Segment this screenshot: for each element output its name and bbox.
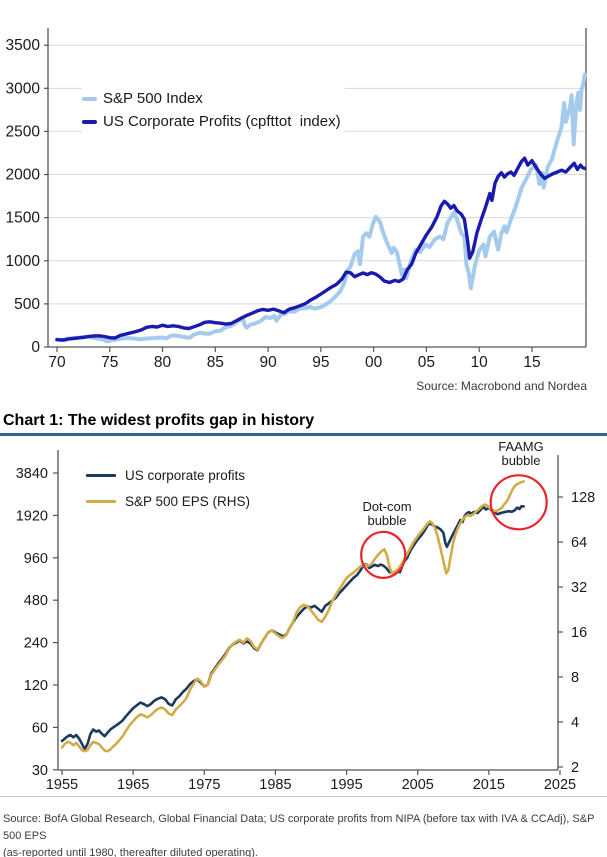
left-y-tick-label: 960 (24, 551, 48, 567)
legend-item-us-profits: US corporate profits (86, 462, 250, 488)
sp500-line-swatch (82, 96, 97, 101)
faamg-bubble-annotation: FAAMG bubble (498, 439, 544, 468)
top-chart-source: Source: Macrobond and Nordea (416, 379, 587, 393)
x-tick-label: 80 (154, 354, 172, 371)
x-tick-label: 1975 (188, 777, 220, 793)
x-tick-label: 10 (471, 354, 489, 371)
legend-item-eps: S&P 500 EPS (RHS) (86, 488, 250, 514)
x-tick-label: 00 (365, 354, 383, 371)
x-tick-label: 85 (207, 354, 224, 371)
x-tick-label: 1955 (46, 777, 78, 793)
left-y-tick-label: 30 (32, 763, 48, 779)
section-title: Chart 1: The widest profits gap in histo… (3, 412, 315, 429)
x-tick-label: 2025 (544, 777, 576, 793)
x-tick-label: 95 (312, 354, 329, 371)
x-tick-label: 1965 (117, 777, 149, 793)
us-corporate-profits-line (55, 156, 587, 342)
left-y-tick-label: 120 (24, 678, 48, 694)
x-tick-label: 90 (259, 354, 277, 371)
right-y-tick-label: 32 (571, 580, 587, 596)
x-tick-label: 1985 (259, 777, 291, 793)
sp500-index-line (55, 72, 587, 344)
x-tick-label: 1995 (330, 777, 362, 793)
y-tick-label: 3000 (6, 80, 41, 97)
x-tick-label: 05 (418, 354, 435, 371)
x-tick-label: 2005 (402, 777, 434, 793)
legend-label-us-profits: US corporate profits (125, 467, 246, 483)
left-y-tick-label: 480 (24, 593, 48, 609)
left-y-tick-label: 60 (32, 720, 48, 736)
right-y-tick-label: 2 (571, 760, 579, 776)
y-tick-label: 500 (14, 296, 40, 313)
dotcom-bubble-annotation: Dot-com bubble (362, 499, 412, 528)
profits-line-swatch (82, 119, 97, 124)
y-tick-label: 2000 (6, 167, 41, 184)
legend-label-sp500: S&P 500 Index (103, 90, 203, 107)
y-tick-label: 2500 (6, 123, 41, 140)
bottom-source-line2: (as-reported until 1980, thereafter dilu… (3, 847, 258, 857)
legend-item-sp500: S&P 500 Index (82, 87, 341, 110)
bottom-chart-legend: US corporate profits S&P 500 EPS (RHS) (86, 462, 251, 514)
right-y-tick-label: 16 (571, 625, 587, 641)
legend-label-profits: US Corporate Profits (cpfttot index) (103, 113, 341, 130)
top-chart-legend: S&P 500 Index US Corporate Profits (cpft… (82, 86, 345, 134)
bottom-source-line1: Source: BofA Global Research, Global Fin… (3, 813, 595, 842)
right-y-tick-label: 4 (571, 715, 579, 731)
legend-item-profits: US Corporate Profits (cpfttot index) (82, 110, 341, 133)
dotcom-bubble-circle (360, 530, 407, 580)
right-y-tick-label: 64 (571, 535, 587, 551)
x-tick-label: 70 (48, 354, 66, 371)
x-tick-label: 15 (523, 354, 540, 371)
us-profits-line-swatch (86, 473, 116, 477)
bottom-chart-source: Source: BofA Global Research, Global Fin… (3, 811, 603, 857)
right-y-tick-label: 128 (571, 490, 595, 506)
left-y-tick-label: 240 (24, 636, 48, 652)
legend-label-eps: S&P 500 EPS (RHS) (125, 493, 251, 509)
x-tick-label: 75 (101, 354, 118, 371)
y-tick-label: 0 (31, 339, 40, 356)
source-divider-rule (0, 796, 607, 797)
y-tick-label: 3500 (6, 37, 41, 54)
right-y-tick-label: 8 (571, 670, 579, 686)
bottom-chart: 3840 1920 960 480 240 120 60 30 128 64 32 16 8 4 2 1955… (16, 450, 595, 793)
eps-line-swatch (86, 499, 116, 503)
faamg-bubble-circle (489, 474, 548, 531)
left-y-tick-label: 1920 (16, 508, 48, 524)
y-tick-label: 1500 (6, 210, 41, 227)
left-y-tick-label: 3840 (16, 466, 48, 482)
x-tick-label: 2015 (473, 777, 505, 793)
title-rule (0, 433, 607, 436)
sp500-eps-line (60, 479, 526, 753)
y-tick-label: 1000 (6, 253, 41, 270)
